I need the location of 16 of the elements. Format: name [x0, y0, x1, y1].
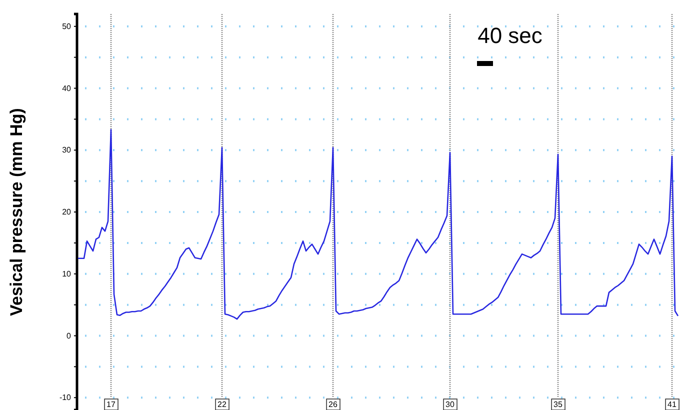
x-tick-label: 41 — [668, 400, 677, 409]
y-tick-label: 50 — [62, 22, 72, 31]
y-tick-label: 30 — [62, 146, 72, 155]
x-tick-label: 35 — [554, 400, 563, 409]
y-tick-label: 0 — [66, 331, 72, 340]
x-tick-label: 17 — [106, 400, 116, 409]
y-tick-label: -10 — [59, 393, 72, 402]
y-axis-title: Vesical pressure (mm Hg) — [7, 108, 26, 316]
y-tick-label: 40 — [62, 84, 72, 93]
y-tick-label: 10 — [62, 269, 72, 278]
x-tick-label: 22 — [218, 400, 227, 409]
x-tick-label: 26 — [328, 400, 338, 409]
annotation: 40 sec — [478, 23, 542, 48]
x-tick-label: 30 — [446, 400, 455, 409]
line-series — [77, 129, 679, 320]
y-tick-label: 20 — [62, 208, 72, 217]
